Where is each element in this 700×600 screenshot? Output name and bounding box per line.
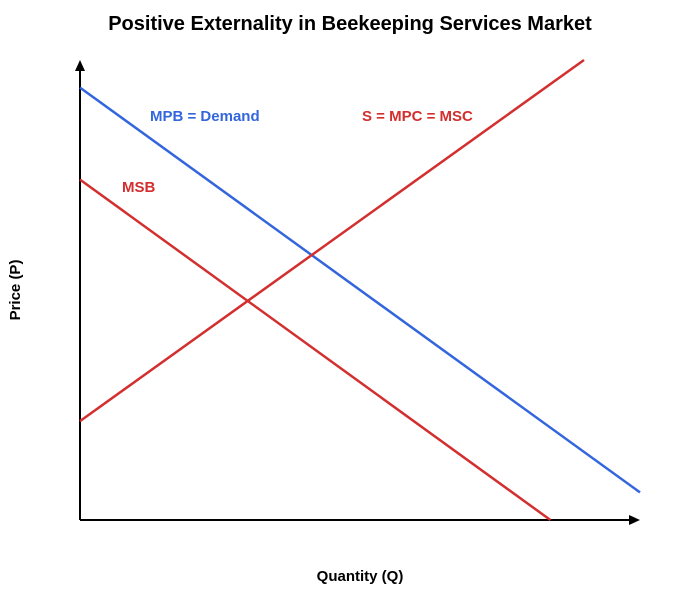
series-line-msb xyxy=(79,178,552,522)
series-labels-layer: MPB = Demand S = MPC = MSC MSB xyxy=(122,108,473,196)
axes-layer xyxy=(75,60,640,525)
y-axis-arrowhead xyxy=(75,60,85,71)
series-line-supply-mpc-msc xyxy=(79,58,585,423)
series-label-mpb-demand: MPB = Demand xyxy=(150,108,260,125)
series-label-supply-mpc-msc: S = MPC = MSC xyxy=(362,108,473,125)
x-axis-label: Quantity (Q) xyxy=(317,568,404,585)
y-axis-label: Price (P) xyxy=(7,260,24,321)
x-axis-arrowhead xyxy=(629,515,640,525)
series-label-msb: MSB xyxy=(122,179,156,196)
series-line-mpb-demand xyxy=(79,86,641,494)
series-layer xyxy=(79,58,641,522)
chart-title: Positive Externality in Beekeeping Servi… xyxy=(108,13,592,35)
